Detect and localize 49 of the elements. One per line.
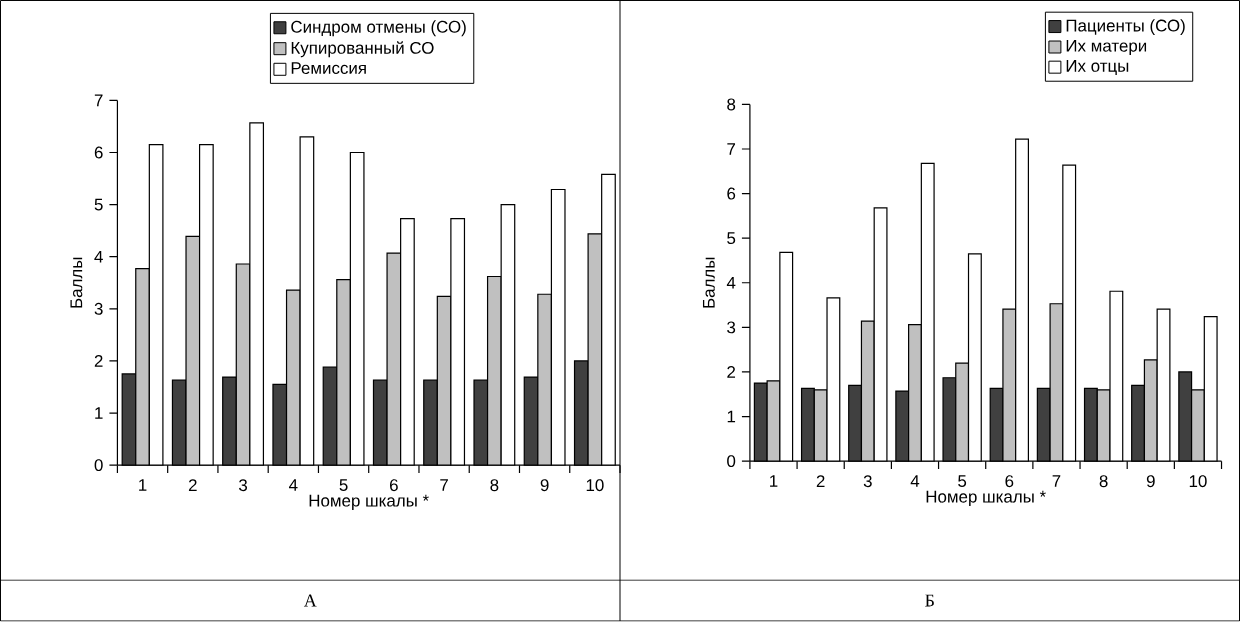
- x-tick-label: 3: [863, 475, 872, 488]
- y-tick-label: 8: [727, 98, 736, 111]
- x-tick-label: 4: [289, 479, 298, 492]
- x-tick-label: 8: [1099, 475, 1108, 488]
- y-tick-label: 0: [94, 459, 103, 472]
- y-tick-label: 3: [94, 303, 103, 316]
- legend-label: Купированный СО: [291, 41, 434, 58]
- x-tick-label: 9: [540, 479, 549, 492]
- y-tick-label: 1: [727, 410, 736, 423]
- x-tick-label: 2: [816, 475, 825, 488]
- y-tick-label: 5: [94, 198, 103, 211]
- y-tick-label: 7: [94, 94, 103, 107]
- x-tick-label: 7: [1052, 475, 1061, 488]
- y-tick-label: 4: [726, 277, 736, 289]
- x-tick-label: 7: [440, 479, 448, 492]
- x-axis-title: Номер шкалы *: [926, 491, 1046, 507]
- y-axis-title: Баллы: [70, 258, 83, 308]
- x-tick-label: 1: [139, 479, 147, 492]
- legend-label: Их матери: [1066, 40, 1147, 56]
- x-tick-label: 5: [339, 479, 348, 492]
- legend-label: Ремиссия: [291, 62, 366, 75]
- x-tick-label: 1: [770, 475, 778, 488]
- x-tick-label: 6: [390, 479, 398, 492]
- x-tick-label: 10: [1189, 475, 1207, 488]
- x-tick-label: 8: [490, 479, 499, 492]
- x-tick-label: 5: [958, 475, 967, 488]
- y-axis-title: Баллы: [702, 258, 715, 308]
- y-tick-label: 2: [94, 355, 103, 368]
- x-tick-label: 3: [239, 479, 248, 492]
- legend-label: Синдром отмены (СО): [291, 20, 466, 37]
- x-axis-title: Номер шкалы *: [309, 495, 429, 511]
- y-tick-label: 6: [727, 187, 736, 200]
- x-tick-label: 6: [1005, 475, 1014, 488]
- legend-label: Их отцы: [1066, 60, 1129, 76]
- y-tick-label: 5: [727, 232, 736, 245]
- y-tick-label: 1: [95, 407, 103, 420]
- y-tick-label: 7: [727, 143, 736, 156]
- x-tick-label: 2: [188, 479, 197, 492]
- legend-label: Пациенты (СО): [1066, 19, 1185, 36]
- x-tick-label: 10: [586, 479, 604, 492]
- text: А: [303, 594, 317, 607]
- y-tick-label: 3: [727, 321, 736, 334]
- x-tick-label: 9: [1146, 475, 1155, 488]
- x-tick-label: 4: [910, 475, 920, 488]
- y-tick-label: 4: [94, 251, 103, 263]
- y-tick-label: 0: [727, 455, 736, 468]
- text: Б: [925, 594, 934, 607]
- y-tick-label: 6: [94, 146, 103, 159]
- y-tick-label: 2: [727, 366, 736, 379]
